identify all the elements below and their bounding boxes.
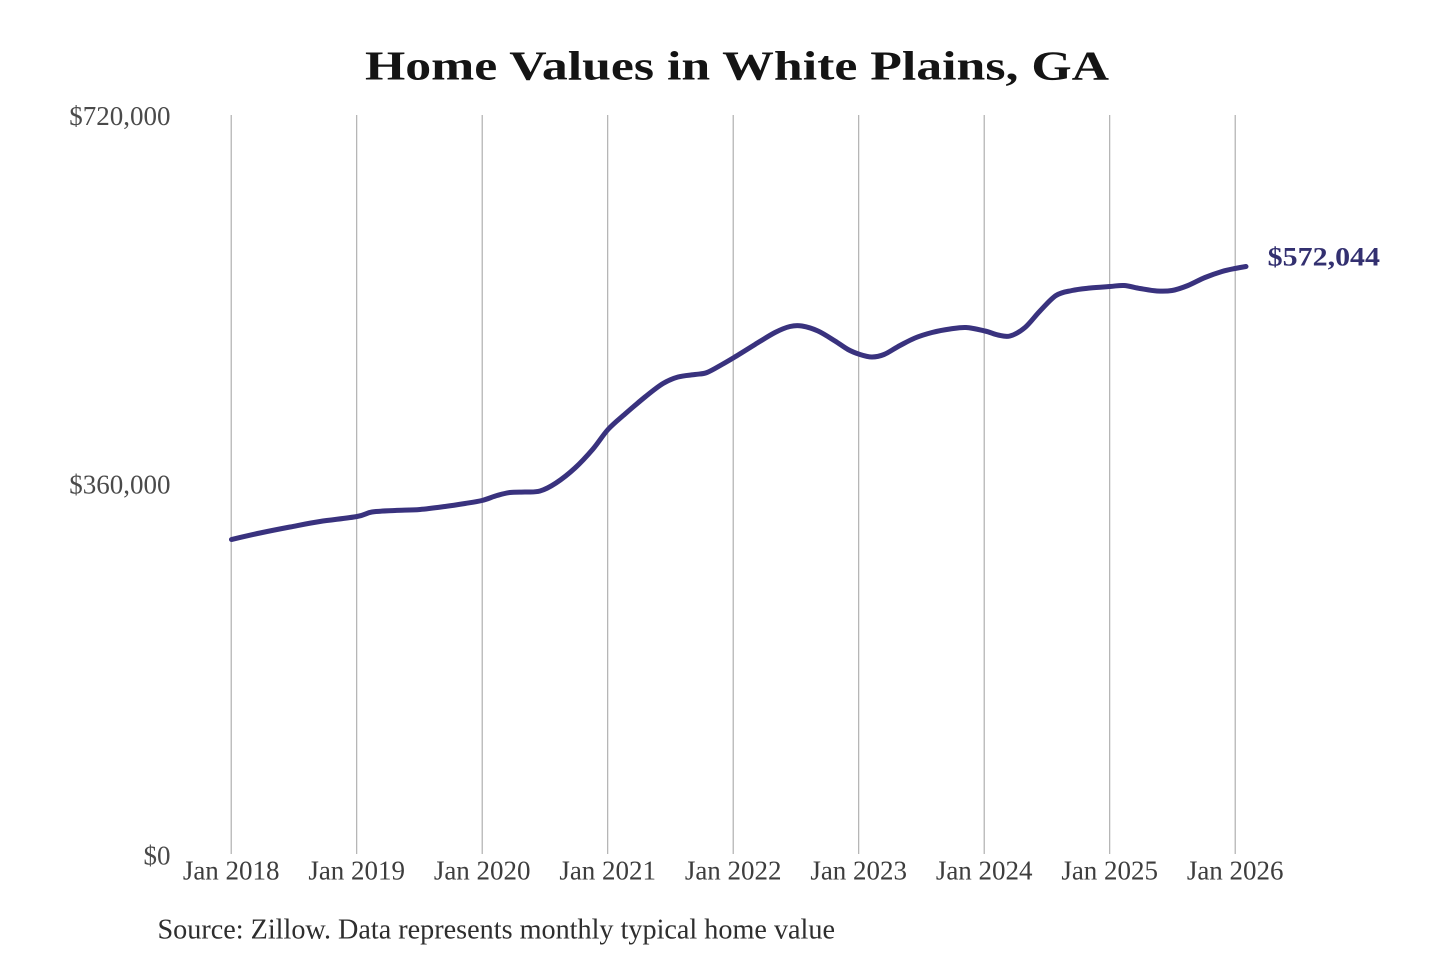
svg-text:$0: $0 bbox=[144, 841, 171, 871]
svg-text:Jan 2019: Jan 2019 bbox=[308, 856, 405, 886]
svg-text:Jan 2018: Jan 2018 bbox=[183, 856, 280, 886]
svg-text:$572,044: $572,044 bbox=[1268, 241, 1380, 271]
svg-text:Jan 2020: Jan 2020 bbox=[434, 856, 531, 886]
svg-text:$720,000: $720,000 bbox=[69, 101, 170, 131]
svg-text:Jan 2022: Jan 2022 bbox=[685, 856, 782, 886]
svg-text:Jan 2025: Jan 2025 bbox=[1061, 856, 1158, 886]
svg-text:Jan 2023: Jan 2023 bbox=[810, 856, 907, 886]
svg-text:$360,000: $360,000 bbox=[69, 470, 170, 500]
svg-text:Home Values in White Plains, G: Home Values in White Plains, GA bbox=[365, 43, 1109, 89]
svg-text:Source: Zillow. Data represent: Source: Zillow. Data represents monthly … bbox=[158, 914, 836, 946]
svg-text:Jan 2021: Jan 2021 bbox=[559, 856, 656, 886]
svg-text:Jan 2024: Jan 2024 bbox=[936, 856, 1033, 886]
svg-text:Jan 2026: Jan 2026 bbox=[1187, 856, 1284, 886]
